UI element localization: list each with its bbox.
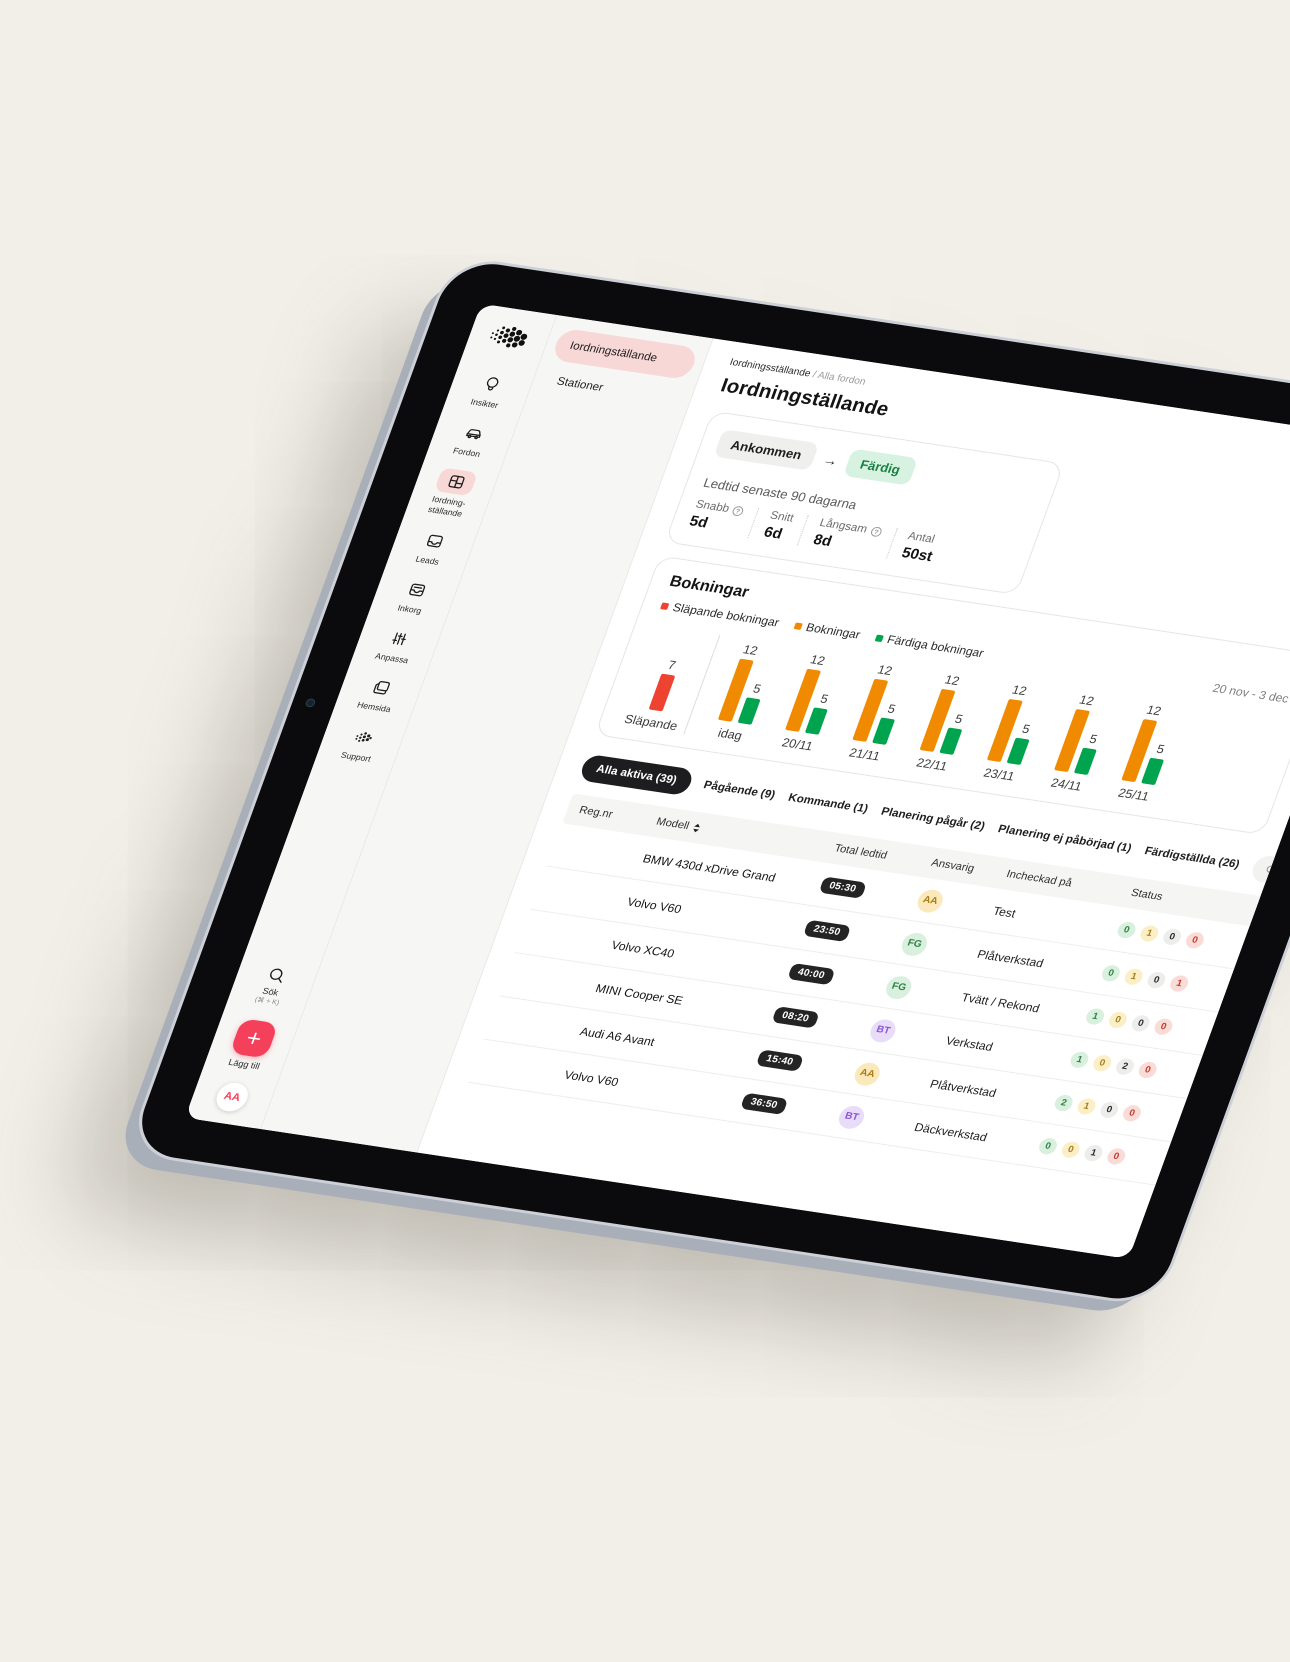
legend-swatch-green [874, 634, 884, 642]
sidebar-item-inkorg[interactable]: Inkorg [378, 574, 450, 619]
sidebar-item-leads[interactable]: Leads [396, 525, 468, 570]
tab-kommande[interactable]: Kommande (1) [786, 792, 870, 816]
tray-icon [412, 526, 456, 555]
tablet-device: Insikter Fordon Iordning-ställande [129, 258, 1290, 1305]
tab-planering-pagar[interactable]: Planering pågår (2) [879, 805, 987, 833]
icon-sidebar: Insikter Fordon Iordning-ställande [185, 303, 558, 1130]
legend-swatch-red [660, 601, 670, 610]
search-icon [1266, 865, 1275, 875]
help-icon[interactable]: ? [869, 525, 884, 537]
tab-planering-ej-paborjad[interactable]: Planering ej påbörjad (1) [996, 823, 1134, 855]
app-screen: Insikter Fordon Iordning-ställande [185, 303, 1290, 1259]
flow-arrow: → [821, 451, 841, 469]
sliders-icon [377, 624, 421, 653]
table-search-input[interactable]: Sök [1248, 854, 1290, 892]
car-icon [452, 419, 496, 448]
stat-snabb: Snabb ? 5d [687, 499, 759, 538]
sidebar-item-iordningstallande[interactable]: Iordning-ställande [414, 466, 490, 520]
breadcrumb-section[interactable]: Iordningsställande [728, 357, 813, 380]
app-logo-dots-icon [490, 326, 528, 348]
leadtime-pill: 40:00 [787, 962, 836, 986]
leadtime-pill: 08:20 [771, 1006, 820, 1029]
table-header: Reg.nr Modell Total ledtid Ansvarig Inch… [562, 793, 1266, 927]
breadcrumb-current: Alla fordon [816, 370, 868, 388]
assignee-badge: BT [835, 1103, 868, 1130]
flow-to-chip[interactable]: Färdig [842, 448, 918, 486]
status-badges: 0 1 0 1 [1099, 964, 1234, 999]
leadtime-stats: Snabb ? 5d Snitt 6d Långsam ? [687, 499, 1016, 577]
sidebar-item-hemsida[interactable]: Hemsida [343, 672, 415, 717]
lightbulb-icon [469, 370, 513, 399]
stat-antal: Antal 50st [885, 528, 953, 567]
leadtime-card: Ankommen → Färdig Ledtid senaste 90 daga… [664, 410, 1065, 595]
inbox-icon [395, 575, 439, 604]
legend-swatch-orange [793, 621, 803, 630]
sidebar-item-insikter[interactable]: Insikter [453, 368, 525, 413]
col-modell: Modell [655, 816, 837, 854]
bar-fardiga [872, 717, 896, 745]
bar-slapande [648, 673, 676, 712]
leadtime-pill: 23:50 [802, 919, 851, 942]
col-ansvarig: Ansvarig [929, 857, 977, 875]
bar-fardiga [1006, 737, 1030, 765]
sidebar-search-button[interactable]: Sök (⌘ + K) [254, 965, 292, 1007]
browser-icon [359, 674, 403, 703]
sidebar-item-anpassa[interactable]: Anpassa [360, 623, 432, 668]
col-regnr: Reg.nr [577, 804, 615, 821]
legend-bokningar: Bokningar [792, 619, 862, 642]
add-button-label: Lägg till [227, 1057, 262, 1072]
svg-text:?: ? [735, 508, 742, 515]
assignee-badge: AA [851, 1060, 884, 1087]
svg-text:?: ? [872, 529, 879, 536]
stat-langsam: Långsam ? 8d [797, 515, 897, 559]
kanban-icon [433, 467, 478, 497]
assignee-badge: FG [882, 974, 915, 1001]
assignee-badge: BT [867, 1017, 900, 1044]
help-icon[interactable]: ? [731, 505, 746, 517]
search-icon [269, 968, 282, 983]
sidebar-item-fordon[interactable]: Fordon [435, 417, 507, 462]
assignee-badge: AA [914, 887, 947, 914]
tab-fardigstallda[interactable]: Färdigställda (26) [1142, 845, 1242, 871]
add-button[interactable] [228, 1018, 279, 1059]
bar-fardiga [737, 697, 761, 725]
sort-icon[interactable] [691, 822, 704, 834]
assignee-badge: FG [898, 930, 931, 957]
status-badges: 0 1 0 0 [1115, 920, 1249, 956]
user-avatar[interactable]: AA [212, 1080, 253, 1114]
flow-from-chip[interactable]: Ankommen [713, 429, 820, 471]
plus-icon [247, 1032, 260, 1044]
main-content: Iordningsställande / Alla fordon Iordnin… [417, 338, 1290, 1259]
sidebar-item-support[interactable]: Support [325, 721, 397, 766]
leadtime-pill: 36:50 [739, 1092, 788, 1115]
leadtime-pill: 15:40 [755, 1049, 804, 1072]
status-badges: 1 0 0 0 [1083, 1007, 1218, 1042]
tab-pagaende[interactable]: Pågående (9) [701, 779, 777, 802]
status-badges: 0 0 1 0 [1036, 1137, 1171, 1172]
tab-alla-aktiva[interactable]: Alla aktiva (39) [577, 753, 695, 797]
bar-fardiga [1073, 747, 1097, 776]
status-badges: 1 0 2 0 [1068, 1050, 1202, 1086]
status-badges: 2 1 0 0 [1052, 1093, 1186, 1129]
leadtime-pill: 05:30 [818, 876, 867, 899]
chart-date-range[interactable]: 20 nov - 3 dec [1210, 681, 1290, 706]
tablet-camera [304, 697, 317, 708]
bar-fardiga [804, 707, 828, 735]
vehicle-table: Reg.nr Modell Total ledtid Ansvarig Inch… [467, 793, 1266, 1187]
bar-fardiga [1141, 757, 1165, 786]
dots-icon [341, 723, 385, 752]
col-total-ledtid: Total ledtid [832, 842, 889, 862]
bar-fardiga [939, 727, 963, 755]
